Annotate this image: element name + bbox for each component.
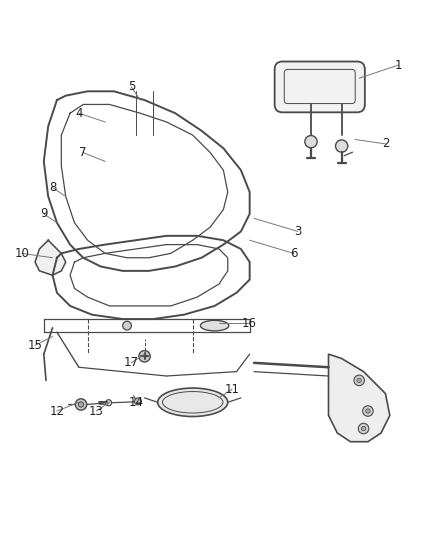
- Circle shape: [363, 406, 373, 416]
- Circle shape: [139, 351, 150, 362]
- Circle shape: [106, 400, 112, 406]
- FancyBboxPatch shape: [275, 61, 365, 112]
- Circle shape: [75, 399, 87, 410]
- Text: 16: 16: [242, 317, 257, 330]
- Text: 1: 1: [395, 59, 403, 71]
- Circle shape: [354, 375, 364, 386]
- Circle shape: [361, 426, 366, 431]
- Text: 5: 5: [128, 80, 135, 93]
- Circle shape: [358, 423, 369, 434]
- Text: 9: 9: [40, 207, 48, 221]
- Text: 10: 10: [14, 247, 29, 260]
- Text: 11: 11: [225, 383, 240, 395]
- Text: 2: 2: [381, 138, 389, 150]
- Text: 4: 4: [75, 107, 83, 120]
- Text: 13: 13: [89, 405, 104, 417]
- Polygon shape: [35, 240, 66, 275]
- Circle shape: [336, 140, 348, 152]
- Circle shape: [134, 398, 141, 405]
- Ellipse shape: [158, 388, 228, 416]
- Text: 14: 14: [128, 396, 143, 409]
- Text: 7: 7: [79, 146, 87, 159]
- Circle shape: [366, 409, 370, 413]
- Circle shape: [357, 378, 361, 383]
- Circle shape: [78, 402, 84, 407]
- Text: 15: 15: [28, 339, 42, 352]
- Text: 12: 12: [49, 405, 64, 417]
- Text: 3: 3: [294, 225, 301, 238]
- Ellipse shape: [200, 320, 229, 331]
- Circle shape: [123, 321, 131, 330]
- Circle shape: [305, 135, 317, 148]
- Polygon shape: [328, 354, 390, 442]
- Text: 8: 8: [49, 181, 56, 194]
- Text: 6: 6: [290, 247, 297, 260]
- Text: 17: 17: [124, 357, 139, 369]
